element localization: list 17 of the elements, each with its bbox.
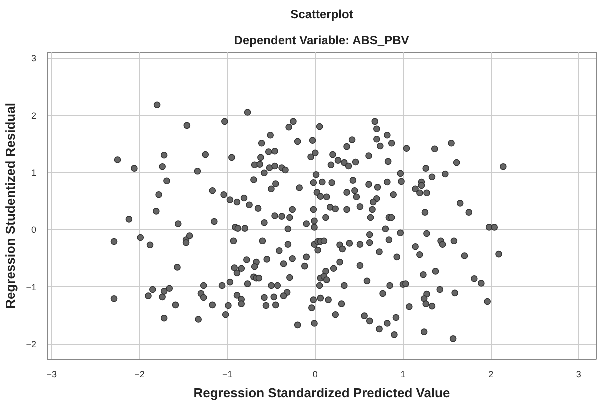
y-tick-label: 1: [31, 168, 37, 178]
y-axis-title: Regression Studentized Residual: [3, 103, 18, 309]
x-axis-title: Regression Standardized Predicted Value: [194, 386, 450, 400]
y-tick-label: 2: [31, 110, 37, 121]
y-tick-label: −2: [26, 340, 37, 350]
x-tick-label: 1: [400, 370, 406, 380]
chart-subtitle: Dependent Variable: ABS_PBV: [234, 34, 410, 48]
x-tick-label: −1: [222, 370, 233, 380]
x-tick-label: −2: [134, 370, 145, 380]
x-tick-label: −3: [46, 370, 58, 380]
x-tick-label: 0: [312, 370, 318, 380]
y-tick-label: 0: [31, 225, 37, 236]
x-tick-label: 3: [576, 370, 582, 380]
y-tick-label: −1: [26, 282, 37, 292]
chart-title: Scatterplot: [290, 8, 354, 22]
y-tick-label: 3: [31, 54, 37, 64]
x-tick-label: 2: [488, 370, 494, 380]
